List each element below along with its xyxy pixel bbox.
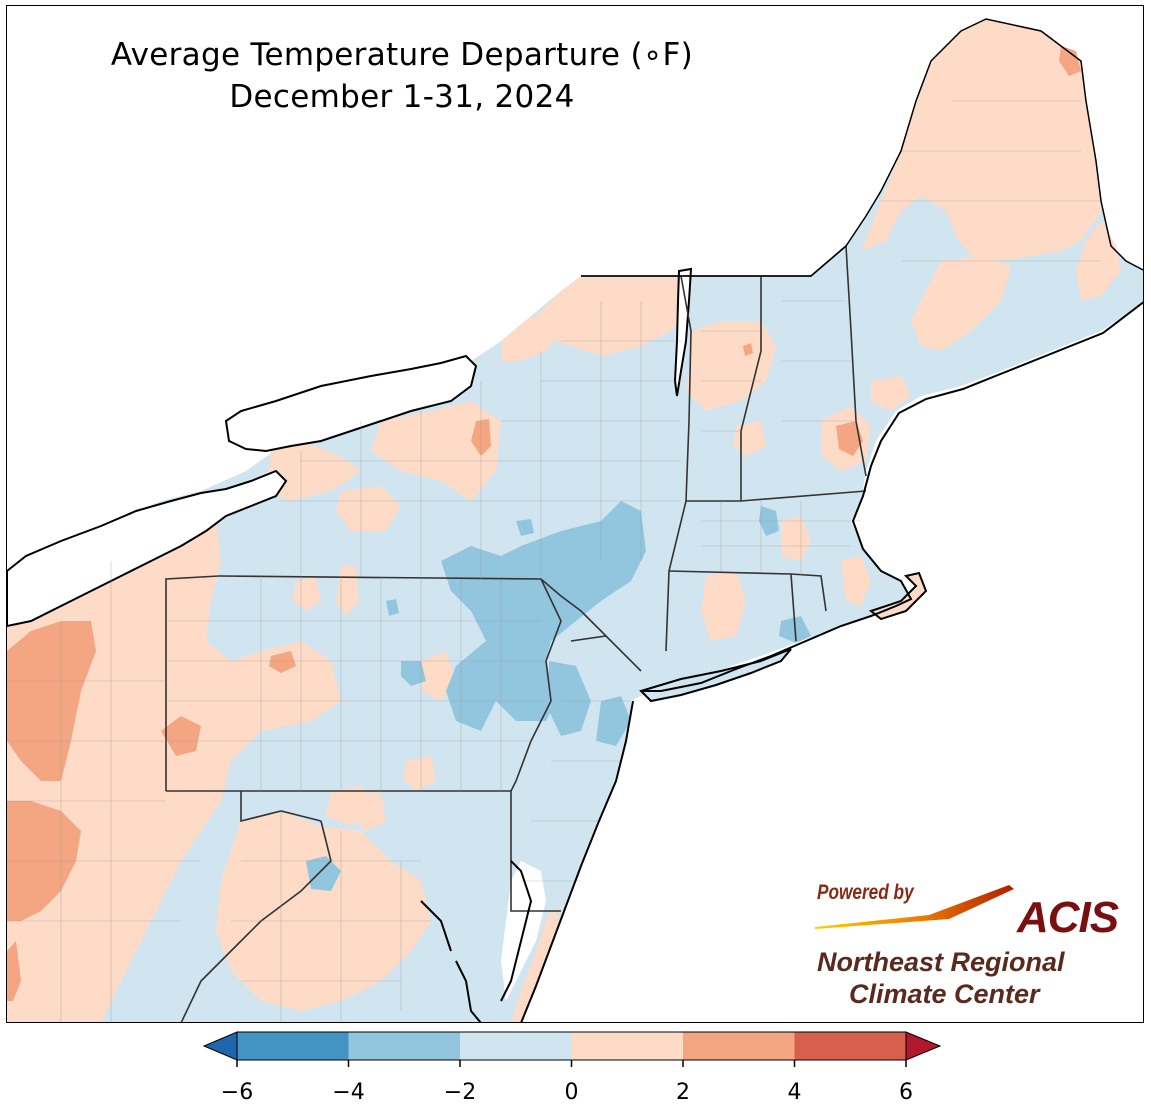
coastline [420,301,1143,1022]
cape-cod [868,571,928,621]
map-frame: Powered by ACIS Northeast Regional Clima… [6,5,1144,1023]
canada-border [581,18,1143,277]
logo-powered-by: Powered by [817,881,914,904]
colorbar-tick-label: −2 [443,1080,477,1105]
colorbar-bin [237,1032,349,1060]
colorbar-bin [683,1032,795,1060]
colorbar-tick-label: 2 [676,1080,690,1105]
logo-org-line2: Climate Center [849,979,1040,1009]
colorbar-tick-label: 0 [564,1080,579,1105]
colorbar-under-arrow [202,1031,238,1061]
colorbar-tick-label: −4 [332,1080,365,1105]
map-title: Average Temperature Departure (∘F) [110,37,694,73]
colorbar [202,1031,942,1067]
swoosh-icon [815,885,1014,929]
logo-org-line1: Northeast Regional [817,947,1065,977]
colorbar-tick-label: 6 [899,1080,913,1105]
logo-brand: ACIS [1017,893,1119,942]
cool-neg4-neg2-regions [306,501,811,891]
colorbar-bin [348,1032,460,1060]
colorbar-bin [794,1032,906,1060]
great-lakes [7,267,693,628]
land-base [7,19,1143,1022]
colorbar-tick-label: 4 [787,1080,802,1105]
temperature-departure-map [7,18,1143,1022]
map-subtitle: December 1-31, 2024 [229,79,575,115]
acis-logo: Powered by ACIS Northeast Regional Clima… [809,879,1129,1019]
county-lines [7,100,1101,1022]
colorbar-bin [571,1032,683,1060]
colorbar-tick-label: −6 [220,1080,254,1105]
colorbar-over-arrow [905,1031,942,1061]
colorbar-bin [460,1032,572,1060]
